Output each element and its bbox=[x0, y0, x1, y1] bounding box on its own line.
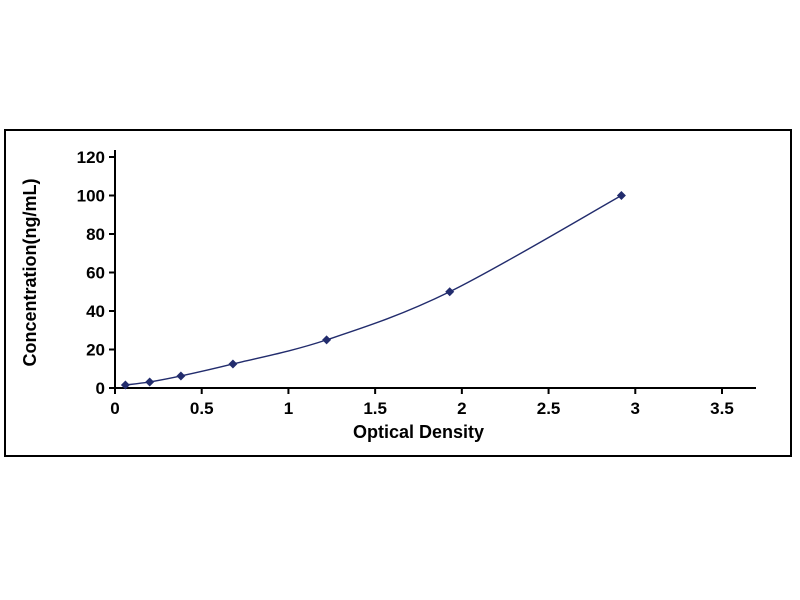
x-tick-label: 0.5 bbox=[190, 399, 214, 418]
y-tick-label: 80 bbox=[86, 225, 105, 244]
data-point-marker bbox=[228, 359, 238, 369]
x-tick-label: 2.5 bbox=[537, 399, 561, 418]
data-point-marker bbox=[176, 371, 186, 381]
y-tick-label: 40 bbox=[86, 302, 105, 321]
y-tick-label: 20 bbox=[86, 341, 105, 360]
data-point-marker bbox=[322, 335, 332, 345]
y-tick-label: 60 bbox=[86, 264, 105, 283]
y-tick-label: 0 bbox=[96, 379, 105, 398]
x-tick-label: 3 bbox=[631, 399, 640, 418]
series-line bbox=[125, 194, 622, 386]
data-point-marker bbox=[145, 377, 155, 387]
data-point-marker bbox=[120, 380, 130, 390]
x-tick-label: 0 bbox=[110, 399, 119, 418]
y-tick-label: 100 bbox=[77, 187, 105, 206]
x-tick-label: 3.5 bbox=[710, 399, 734, 418]
x-tick-label: 1.5 bbox=[363, 399, 387, 418]
standard-curve-chart: 0 0.5 1 1.5 2 2.5 3 3.5 0 20 40 60 80 100 120 Optical D… bbox=[20, 148, 756, 442]
x-axis-title: Optical Density bbox=[353, 422, 484, 442]
chart-frame: 0 0.5 1 1.5 2 2.5 3 3.5 0 20 40 60 80 100 120 Optical D… bbox=[4, 129, 792, 457]
y-axis-title: Concentration(ng/mL) bbox=[20, 179, 40, 367]
x-tick-label: 2 bbox=[457, 399, 466, 418]
x-tick-label: 1 bbox=[284, 399, 293, 418]
data-point-marker bbox=[616, 191, 626, 200]
data-point-marker bbox=[445, 287, 455, 297]
y-tick-label: 120 bbox=[77, 148, 105, 167]
